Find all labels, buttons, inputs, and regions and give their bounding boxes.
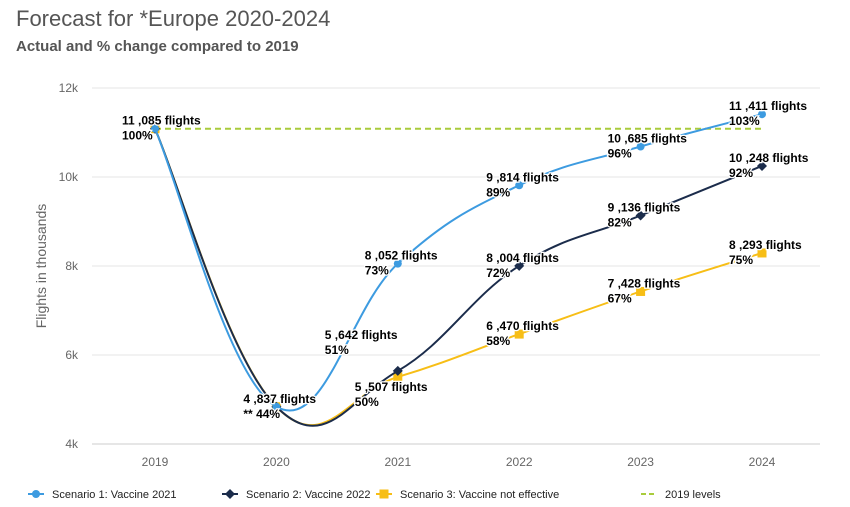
data-label-percent: 73%	[365, 264, 389, 278]
legend-marker	[225, 489, 235, 499]
data-point-scenario-1	[636, 142, 645, 151]
data-label-percent: ** 44%	[243, 407, 280, 421]
data-label-percent: 82%	[608, 215, 632, 229]
data-label-flights: 9 ,814 flights	[486, 170, 559, 184]
y-tick-label: 8k	[65, 259, 79, 273]
data-label-percent: 51%	[325, 343, 349, 357]
legend-marker	[32, 490, 40, 498]
data-label-percent: 58%	[486, 334, 510, 348]
x-tick-label: 2021	[384, 455, 411, 469]
data-label-percent: 67%	[608, 291, 632, 305]
data-label-flights: 10 ,685 flights	[608, 132, 688, 146]
data-point-scenario-2	[392, 365, 403, 376]
data-label-percent: 96%	[608, 147, 632, 161]
data-point-scenario-3	[636, 286, 646, 296]
data-label-flights: 8 ,052 flights	[365, 249, 438, 263]
data-point-scenario-3	[757, 248, 767, 258]
data-label-percent: 92%	[729, 166, 753, 180]
data-label-flights: 5 ,507 flights	[355, 380, 428, 394]
series-line-scenario-1	[154, 113, 763, 412]
data-label-flights: 6 ,470 flights	[486, 319, 559, 333]
data-label-percent: 75%	[729, 253, 753, 267]
legend-item[interactable]: 2019 levels	[641, 489, 721, 501]
data-point-scenario-3	[514, 329, 524, 339]
legend-label: 2019 levels	[665, 489, 721, 501]
data-label-percent: 89%	[486, 185, 510, 199]
y-tick-label: 4k	[65, 437, 79, 451]
data-label-percent: 103%	[729, 114, 760, 128]
data-point-scenario-1	[393, 259, 402, 268]
data-label-flights: 8 ,293 flights	[729, 238, 802, 252]
data-point-scenario-1	[151, 124, 159, 133]
data-point-scenario-1	[272, 402, 281, 411]
y-tick-label: 10k	[59, 170, 79, 184]
y-axis-label: Flights in thousands	[33, 204, 49, 329]
data-label-flights: 11 ,085 flights	[122, 114, 201, 128]
legend-label: Scenario 3: Vaccine not effective	[400, 489, 559, 501]
data-point-scenario-2	[635, 210, 646, 221]
data-label-flights: 5 ,642 flights	[325, 328, 398, 342]
chart-title: Forecast for *Europe 2020-2024	[16, 6, 331, 31]
data-label-percent: 50%	[355, 395, 379, 409]
data-point-scenario-1	[758, 110, 766, 119]
data-label-flights: 10 ,248 flights	[729, 151, 809, 165]
x-tick-label: 2019	[142, 455, 169, 469]
data-point-scenario-3	[393, 372, 403, 382]
data-point-scenario-2	[757, 160, 767, 171]
data-label-flights: 8 ,004 flights	[486, 251, 559, 265]
legend-item[interactable]: Scenario 3: Vaccine not effective	[376, 489, 559, 501]
data-label-flights: 11 ,411 flights	[729, 99, 807, 113]
data-label-flights: 9 ,136 flights	[608, 200, 681, 214]
legend-item[interactable]: Scenario 1: Vaccine 2021	[28, 489, 177, 501]
y-tick-label: 6k	[65, 348, 79, 362]
data-label-percent: 100%	[122, 129, 153, 143]
data-point-scenario-1	[515, 181, 524, 190]
legend-item[interactable]: Scenario 2: Vaccine 2022	[222, 489, 371, 501]
data-label-flights: 7 ,428 flights	[608, 276, 681, 290]
legend-label: Scenario 2: Vaccine 2022	[246, 489, 371, 501]
legend-marker	[379, 489, 389, 499]
legend-label: Scenario 1: Vaccine 2021	[52, 489, 177, 501]
chart-subtitle: Actual and % change compared to 2019	[16, 38, 299, 55]
data-label-flights: 4 ,837 flights	[243, 392, 316, 406]
y-tick-label: 12k	[59, 81, 79, 95]
data-label-percent: 72%	[486, 266, 510, 280]
x-tick-label: 2022	[506, 455, 533, 469]
data-point-scenario-2	[514, 260, 525, 271]
x-tick-label: 2023	[627, 455, 654, 469]
x-tick-label: 2020	[263, 455, 290, 469]
x-tick-label: 2024	[749, 455, 776, 469]
